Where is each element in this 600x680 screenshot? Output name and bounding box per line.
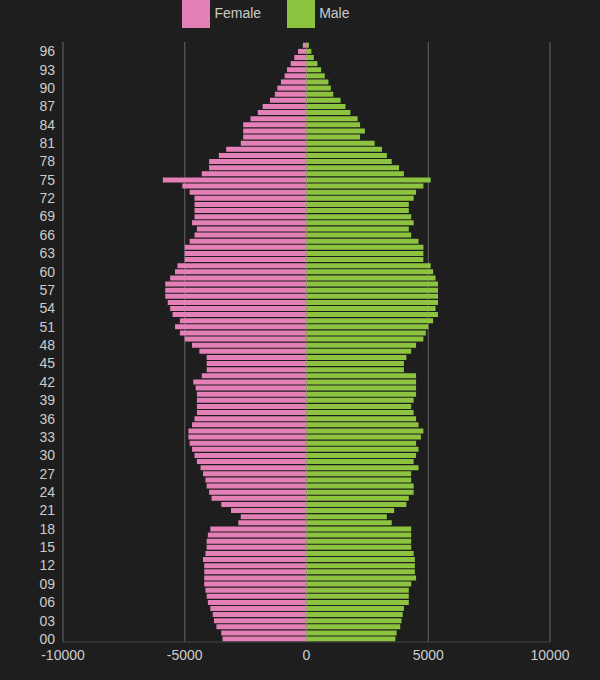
svg-text:84: 84 <box>39 117 55 133</box>
svg-text:10000: 10000 <box>531 647 570 663</box>
svg-text:-5000: -5000 <box>167 647 203 663</box>
svg-text:24: 24 <box>39 484 55 500</box>
svg-text:48: 48 <box>39 337 55 353</box>
svg-text:81: 81 <box>39 135 55 151</box>
svg-text:96: 96 <box>39 43 55 59</box>
svg-text:18: 18 <box>39 521 55 537</box>
svg-text:87: 87 <box>39 98 55 114</box>
svg-text:75: 75 <box>39 172 55 188</box>
svg-text:66: 66 <box>39 227 55 243</box>
svg-text:03: 03 <box>39 613 55 629</box>
svg-text:0: 0 <box>303 647 311 663</box>
svg-text:21: 21 <box>39 502 55 518</box>
svg-text:5000: 5000 <box>413 647 444 663</box>
svg-text:90: 90 <box>39 80 55 96</box>
svg-text:-10000: -10000 <box>41 647 85 663</box>
html-text:Male: Male <box>319 5 350 22</box>
svg-text:63: 63 <box>39 245 55 261</box>
svg-text:69: 69 <box>39 208 55 224</box>
svg-text:78: 78 <box>39 153 55 169</box>
svg-text:27: 27 <box>39 466 55 482</box>
svg-text:06: 06 <box>39 594 55 610</box>
svg-text:93: 93 <box>39 62 55 78</box>
svg-text:36: 36 <box>39 411 55 427</box>
svg-text:42: 42 <box>39 374 55 390</box>
svg-text:72: 72 <box>39 190 55 206</box>
svg-text:54: 54 <box>39 300 55 316</box>
svg-text:51: 51 <box>39 319 55 335</box>
svg-text:15: 15 <box>39 539 55 555</box>
svg-text:45: 45 <box>39 355 55 371</box>
html-text:Female: Female <box>214 5 262 22</box>
svg-text:00: 00 <box>39 631 55 647</box>
svg-text:39: 39 <box>39 392 55 408</box>
svg-text:12: 12 <box>39 557 55 573</box>
svg-text:09: 09 <box>39 576 55 592</box>
svg-text:60: 60 <box>39 264 55 280</box>
svg-text:30: 30 <box>39 447 55 463</box>
svg-text:57: 57 <box>39 282 55 298</box>
svg-text:33: 33 <box>39 429 55 445</box>
